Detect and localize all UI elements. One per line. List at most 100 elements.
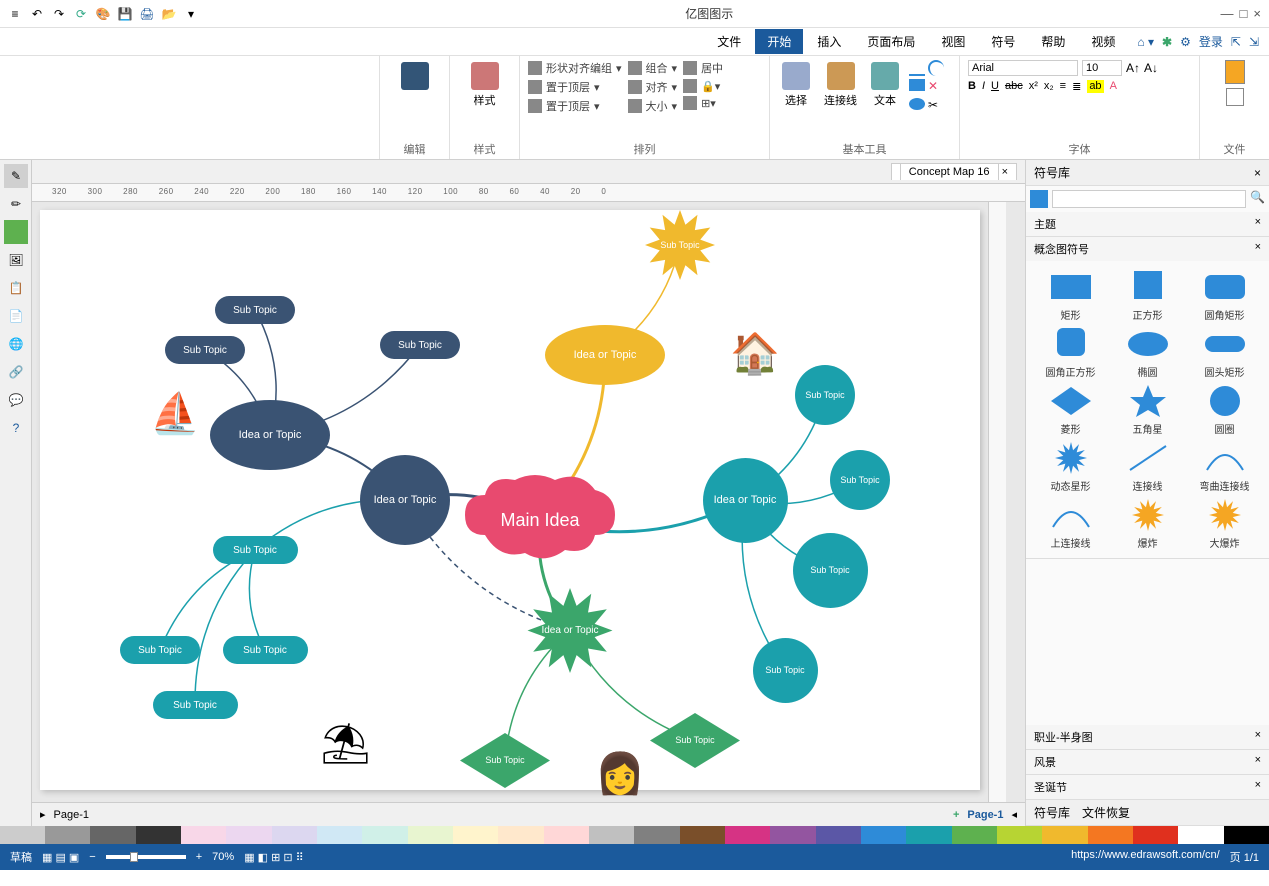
shape-upcurve[interactable]: 上连接线	[1034, 497, 1107, 550]
node-st_t3[interactable]: Sub Topic	[793, 533, 868, 608]
lt-pen-icon[interactable]: ✏	[4, 192, 28, 216]
color-swatch[interactable]	[1133, 826, 1178, 844]
lt-image-icon[interactable]: 🖼	[4, 248, 28, 272]
node-st_teal_c[interactable]: Sub Topic	[120, 636, 200, 664]
node-st_t4[interactable]: Sub Topic	[753, 638, 818, 703]
font-decrease-icon[interactable]: A↓	[1144, 61, 1158, 75]
color-swatch[interactable]	[408, 826, 453, 844]
tab-7[interactable]: 视频	[1079, 29, 1127, 54]
shape-ellipse[interactable]: 椭圆	[1111, 326, 1184, 379]
window-close[interactable]: ×	[1253, 6, 1261, 21]
lt-link-icon[interactable]: 🔗	[4, 360, 28, 384]
arrange-front[interactable]: 置于顶层▾	[528, 79, 622, 95]
tab-0[interactable]: 文件	[705, 29, 753, 54]
color-swatch[interactable]	[1088, 826, 1133, 844]
line-shape-icon[interactable]	[909, 60, 925, 76]
italic-icon[interactable]: I	[982, 80, 985, 93]
qa-open-icon[interactable]: 📂	[160, 5, 178, 23]
arrange-align[interactable]: 对齐▾	[628, 79, 678, 95]
color-swatch[interactable]	[45, 826, 90, 844]
shape-curve[interactable]: 弯曲连接线	[1188, 440, 1261, 493]
page-tab-next[interactable]: ▸	[40, 808, 46, 821]
copy-icon[interactable]	[1226, 88, 1244, 106]
connector-tool[interactable]: 连接线	[820, 60, 861, 110]
style-button[interactable]: 样式	[467, 60, 503, 110]
color-swatch[interactable]	[906, 826, 951, 844]
color-swatch[interactable]	[90, 826, 135, 844]
home-icon[interactable]: ⌂ ▾	[1137, 35, 1154, 49]
qa-dropdown-icon[interactable]: ▾	[182, 5, 200, 23]
strike-icon[interactable]: abc	[1005, 80, 1023, 93]
node-st_y[interactable]: Sub Topic	[635, 210, 725, 280]
section-close-icon[interactable]: ×	[1255, 216, 1261, 232]
view-mode-icons[interactable]: ▦ ▤ ▣	[42, 851, 79, 864]
color-swatch[interactable]	[362, 826, 407, 844]
arrange-more[interactable]: ⊞▾	[683, 96, 723, 110]
arrange-back[interactable]: 置于顶层▾	[528, 98, 622, 114]
node-st_teal_a[interactable]: Sub Topic	[213, 536, 298, 564]
node-st_t1[interactable]: Sub Topic	[795, 365, 855, 425]
library-icon[interactable]	[1030, 190, 1048, 208]
page-tab-prev[interactable]: ◂	[1011, 808, 1017, 821]
shape-burst3[interactable]: 大爆炸	[1188, 497, 1261, 550]
arrange-size[interactable]: 大小▾	[628, 98, 678, 114]
free-shape-icon[interactable]: ✕	[928, 79, 944, 95]
font-family-select[interactable]	[968, 60, 1078, 76]
section-close-icon[interactable]: ×	[1255, 241, 1261, 257]
shape-burst[interactable]: 动态星形	[1034, 440, 1107, 493]
search-icon[interactable]: 🔍	[1250, 190, 1265, 208]
node-idea_green[interactable]: Idea or Topic	[520, 588, 620, 673]
canvas[interactable]: 🏠 ⛵ ⛱ 👩 Main IdeaIdea or TopicIdea or To…	[40, 210, 980, 790]
rect-shape-icon[interactable]	[909, 79, 925, 91]
tab-6[interactable]: 帮助	[1029, 29, 1077, 54]
color-swatch[interactable]	[680, 826, 725, 844]
tab-5[interactable]: 符号	[979, 29, 1027, 54]
tab-3[interactable]: 页面布局	[855, 29, 927, 54]
page-tab-1[interactable]: Page-1	[967, 809, 1003, 821]
lt-pointer-icon[interactable]: ✎	[4, 164, 28, 188]
shape-roundrect[interactable]: 圆角矩形	[1188, 269, 1261, 322]
node-st_n2[interactable]: Sub Topic	[165, 336, 245, 364]
shape-diamond[interactable]: 菱形	[1034, 383, 1107, 436]
node-st_teal_d[interactable]: Sub Topic	[153, 691, 238, 719]
color-swatch[interactable]	[272, 826, 317, 844]
fontcolor-icon[interactable]: A	[1110, 80, 1117, 93]
arrange-group[interactable]: 组合▾	[628, 60, 678, 76]
color-swatch[interactable]	[544, 826, 589, 844]
node-st_teal_b[interactable]: Sub Topic	[223, 636, 308, 664]
zoom-out-icon[interactable]: −	[89, 851, 95, 863]
color-swatch[interactable]	[0, 826, 45, 844]
align-icon[interactable]: ≣	[1072, 80, 1081, 93]
arrange-shapealign[interactable]: 形状对齐编组▾	[528, 60, 622, 76]
qa-print-icon[interactable]: 🖨	[138, 5, 156, 23]
color-swatch[interactable]	[226, 826, 271, 844]
color-swatch[interactable]	[816, 826, 861, 844]
ellipse-shape-icon[interactable]	[909, 98, 925, 110]
arrange-center[interactable]: 居中	[683, 60, 723, 76]
arrange-lock[interactable]: 🔒▾	[683, 79, 723, 93]
tab-1[interactable]: 开始	[755, 29, 803, 54]
paste-icon[interactable]	[1225, 60, 1245, 84]
shape-roundsq[interactable]: 圆角正方形	[1034, 326, 1107, 379]
window-maximize[interactable]: □	[1240, 6, 1248, 21]
footer-recovery[interactable]: 文件恢复	[1082, 804, 1130, 821]
lt-list-icon[interactable]: 📄	[4, 304, 28, 328]
color-swatch[interactable]	[952, 826, 997, 844]
shape-star[interactable]: 五角星	[1111, 383, 1184, 436]
section-profession[interactable]: 职业-半身图	[1034, 729, 1093, 745]
shape-search-input[interactable]	[1052, 190, 1246, 208]
color-swatch[interactable]	[725, 826, 770, 844]
page-tab-other[interactable]: Page-1	[54, 809, 89, 821]
section-christmas[interactable]: 圣诞节	[1034, 779, 1067, 795]
arc-shape-icon[interactable]	[928, 60, 944, 76]
qa-undo-icon[interactable]: ↶	[28, 5, 46, 23]
node-st_g2[interactable]: Sub Topic	[650, 713, 740, 768]
gear-icon[interactable]: ⚙	[1180, 35, 1191, 49]
lt-help-icon[interactable]: ?	[4, 416, 28, 440]
color-swatch[interactable]	[317, 826, 362, 844]
super-icon[interactable]: x²	[1029, 80, 1038, 93]
font-size-select[interactable]	[1082, 60, 1122, 76]
color-swatch[interactable]	[1178, 826, 1223, 844]
login-link[interactable]: 登录	[1199, 33, 1223, 50]
window-minimize[interactable]: —	[1221, 6, 1234, 21]
